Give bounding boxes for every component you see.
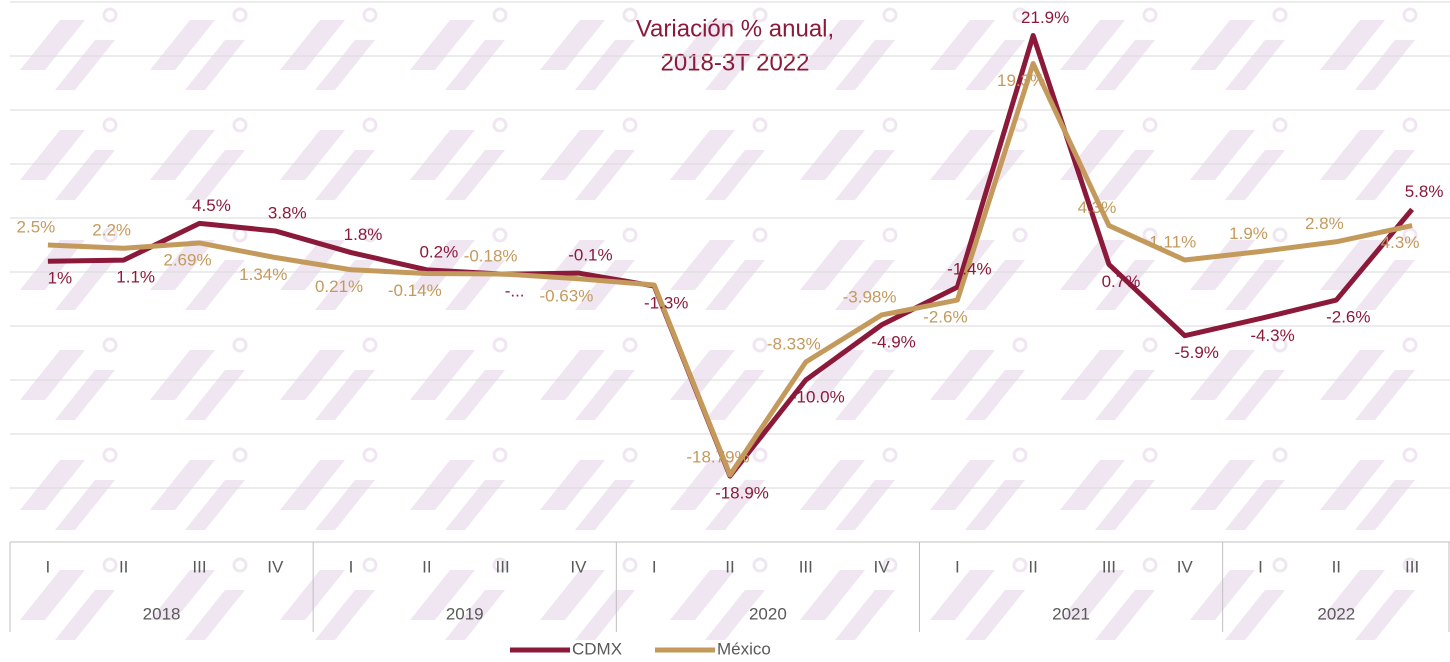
chart-title: Variación % anual, <box>636 15 834 42</box>
data-label: 1.8% <box>344 225 383 244</box>
x-tick-label: I <box>1258 557 1263 576</box>
x-group-label: 2022 <box>1317 604 1355 623</box>
data-label: 1% <box>48 269 73 288</box>
x-group-label: 2020 <box>749 604 787 623</box>
data-label: 1.1% <box>116 268 155 287</box>
x-tick-label: I <box>652 557 657 576</box>
data-label: -5.9% <box>1175 343 1219 362</box>
data-label: 2.69% <box>163 250 211 269</box>
x-tick-label: IV <box>267 557 284 576</box>
data-label: -1.3% <box>644 294 688 313</box>
data-label: 0.2% <box>419 242 458 261</box>
x-tick-label: III <box>1102 557 1116 576</box>
x-tick-label: III <box>1405 557 1419 576</box>
data-label: 5.8% <box>1405 182 1444 201</box>
data-label: 21.9% <box>1021 8 1069 27</box>
data-label: -4.3% <box>1250 326 1294 345</box>
data-label: -18.79% <box>686 447 749 466</box>
data-label: 4.5% <box>192 196 231 215</box>
x-tick-label: I <box>349 557 354 576</box>
data-label: -2.6% <box>1326 308 1370 327</box>
x-tick-label: IV <box>874 557 891 576</box>
data-label: 1.9% <box>1229 224 1268 243</box>
data-label: -0.14% <box>388 281 442 300</box>
data-label: 2.8% <box>1305 214 1344 233</box>
data-label: -0.63% <box>539 286 593 305</box>
x-tick-label: II <box>725 557 734 576</box>
legend-label: México <box>717 639 771 658</box>
x-tick-label: II <box>1332 557 1341 576</box>
legend-label: CDMX <box>572 639 622 658</box>
x-tick-label: IV <box>1177 557 1194 576</box>
data-label: -10.0% <box>791 387 845 406</box>
data-label: -2.6% <box>923 308 967 327</box>
data-label: -4.9% <box>871 332 915 351</box>
data-label: 4.3% <box>1381 233 1420 252</box>
data-label: -8.33% <box>767 334 821 353</box>
data-label: 2.2% <box>92 221 131 240</box>
data-label: -0.1% <box>568 246 612 265</box>
data-label: 4.3% <box>1078 198 1117 217</box>
data-label: 19.3% <box>997 71 1045 90</box>
x-group-label: 2018 <box>143 604 181 623</box>
data-label: 0.21% <box>315 277 363 296</box>
x-tick-label: III <box>496 557 510 576</box>
data-label: 1.11% <box>1149 232 1196 251</box>
data-label: 0.7% <box>1102 272 1141 291</box>
x-tick-label: II <box>422 557 431 576</box>
data-label: 1.34% <box>239 265 287 284</box>
x-group-label: 2019 <box>446 604 484 623</box>
chart-title: 2018-3T 2022 <box>660 49 809 76</box>
data-label: -3.98% <box>843 287 897 306</box>
data-label: -18.9% <box>715 484 769 503</box>
series-line <box>47 61 1413 478</box>
x-tick-label: IV <box>570 557 587 576</box>
x-tick-label: III <box>192 557 206 576</box>
x-tick-label: II <box>119 557 128 576</box>
data-label: 3.8% <box>268 203 307 222</box>
x-tick-label: II <box>1028 557 1037 576</box>
x-tick-label: I <box>46 557 51 576</box>
data-label: -1.4% <box>947 260 991 279</box>
data-label: -... <box>505 282 525 301</box>
x-group-label: 2021 <box>1052 604 1090 623</box>
data-label: -0.18% <box>464 246 518 265</box>
x-tick-label: I <box>955 557 960 576</box>
data-label: 2.5% <box>17 217 56 236</box>
x-tick-label: III <box>799 557 813 576</box>
